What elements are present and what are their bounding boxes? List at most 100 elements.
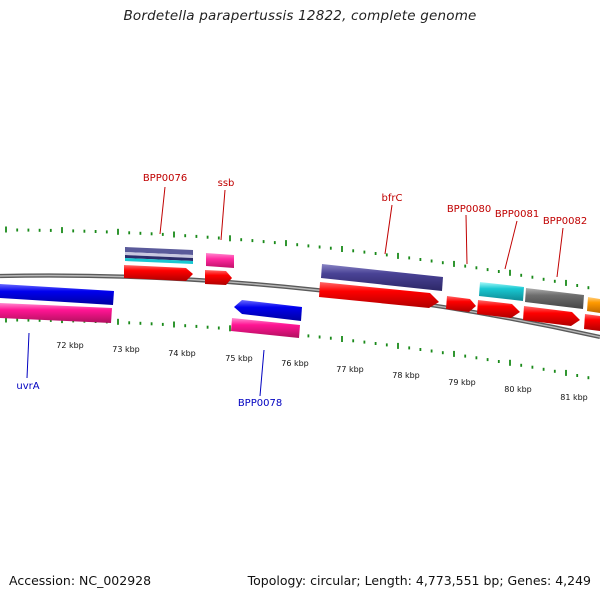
inner-tick xyxy=(329,336,332,340)
label-ssb[interactable]: ssb xyxy=(218,178,235,189)
leader-bpp0081 xyxy=(504,220,518,270)
outer-tick xyxy=(262,240,265,244)
inner-tick xyxy=(161,322,164,326)
inner-tick xyxy=(16,318,19,322)
outer-tick xyxy=(72,229,75,233)
outer-tick xyxy=(128,231,131,235)
outer-tick xyxy=(464,264,467,268)
outer-tick xyxy=(229,235,231,242)
outer-tick xyxy=(38,228,41,232)
inner-tick xyxy=(520,363,523,367)
inner-tick xyxy=(374,342,377,345)
leader-uvra xyxy=(26,332,30,379)
outer-tick xyxy=(453,260,455,267)
leader-bpp0082 xyxy=(556,227,564,278)
feature-uvra-gene[interactable] xyxy=(0,303,112,323)
inner-tick xyxy=(195,324,198,328)
outer-tick xyxy=(184,234,187,238)
feature-bpp0076-cds[interactable] xyxy=(125,247,193,264)
feature-bpp0078-gene[interactable] xyxy=(231,318,300,338)
inner-tick xyxy=(229,325,231,332)
outer-tick xyxy=(565,279,567,286)
inner-tick xyxy=(150,322,153,326)
outer-tick xyxy=(240,238,243,242)
outer-tick-row xyxy=(5,226,590,290)
inner-tick xyxy=(385,343,388,347)
outer-tick xyxy=(16,228,19,232)
feature-bpp0081-cds[interactable] xyxy=(479,282,524,301)
outer-tick xyxy=(94,230,97,233)
outer-tick xyxy=(173,231,175,238)
outer-tick xyxy=(150,232,153,236)
inner-tick xyxy=(475,356,478,360)
inner-tick xyxy=(441,351,444,355)
outer-tick xyxy=(509,269,511,276)
outer-tick xyxy=(397,252,399,259)
kbp-label: 74 kbp xyxy=(168,349,196,358)
accession-text: Accession: NC_002928 xyxy=(9,573,152,588)
inner-tick xyxy=(486,358,489,362)
label-bfrc[interactable]: bfrC xyxy=(382,193,403,204)
outer-tick xyxy=(587,286,590,290)
outer-tick xyxy=(139,231,142,235)
outer-tick xyxy=(341,246,343,252)
kbp-label: 80 kbp xyxy=(504,385,532,394)
label-bpp0080[interactable]: BPP0080 xyxy=(447,204,491,215)
inner-tick xyxy=(397,342,399,349)
feature-bpp0076-gene[interactable] xyxy=(124,265,193,281)
outer-tick xyxy=(520,273,523,277)
inner-tick xyxy=(27,318,30,322)
feature-bpp0082-cds[interactable] xyxy=(525,288,584,309)
feature-ssb-gene[interactable] xyxy=(205,270,232,285)
kbp-label: 77 kbp xyxy=(336,365,364,374)
outer-tick xyxy=(576,284,579,287)
feature-bfrc-cds[interactable] xyxy=(321,264,443,291)
label-bpp0081[interactable]: BPP0081 xyxy=(495,209,539,220)
inner-tick xyxy=(531,365,534,369)
label-bpp0076[interactable]: BPP0076 xyxy=(143,173,187,184)
outer-tick xyxy=(531,275,534,279)
inner-tick xyxy=(206,325,209,329)
genome-backbone-highlight xyxy=(0,274,600,338)
inner-tick xyxy=(453,350,455,357)
outer-tick xyxy=(105,230,108,234)
leader-ssb xyxy=(220,189,226,241)
outer-tick xyxy=(318,245,321,249)
feature-bpp0078-cds[interactable] xyxy=(234,300,302,321)
inner-tick xyxy=(38,318,41,322)
feature-uvra-cds[interactable] xyxy=(0,284,114,305)
inner-tick xyxy=(587,376,590,380)
inner-tick xyxy=(497,360,500,363)
outer-tick xyxy=(49,228,52,232)
outer-tick xyxy=(195,234,198,238)
kbp-label: 75 kbp xyxy=(225,354,253,363)
outer-tick xyxy=(296,243,299,247)
outer-tick xyxy=(161,232,164,236)
outer-tick xyxy=(419,258,422,261)
label-bpp0078[interactable]: BPP0078 xyxy=(238,398,282,409)
feature-bpp0083-cds[interactable] xyxy=(587,297,600,313)
feature-bpp0080-gene[interactable] xyxy=(446,296,476,312)
inner-tick xyxy=(173,321,175,328)
outer-tick xyxy=(27,228,30,232)
kbp-label: 73 kbp xyxy=(112,345,140,354)
outer-tick xyxy=(408,256,411,260)
feature-ssb-cds[interactable] xyxy=(206,253,234,268)
outer-tick xyxy=(61,227,63,234)
feature-bpp0083-gene[interactable] xyxy=(584,314,600,331)
kbp-label: 78 kbp xyxy=(392,371,420,380)
outer-tick xyxy=(542,277,545,281)
leader-bpp0076 xyxy=(159,186,166,235)
label-bpp0082[interactable]: BPP0082 xyxy=(543,216,587,227)
kbp-label: 81 kbp xyxy=(560,393,588,402)
inner-tick xyxy=(408,346,411,350)
inner-tick xyxy=(307,334,310,338)
feature-bfrc-gene[interactable] xyxy=(319,282,439,308)
outer-tick xyxy=(285,240,287,247)
outer-tick xyxy=(307,244,310,248)
feature-bpp0082-gene[interactable] xyxy=(523,306,580,326)
outer-tick xyxy=(5,226,7,233)
feature-bpp0081-gene[interactable] xyxy=(477,300,520,318)
label-uvra[interactable]: uvrA xyxy=(16,381,39,392)
